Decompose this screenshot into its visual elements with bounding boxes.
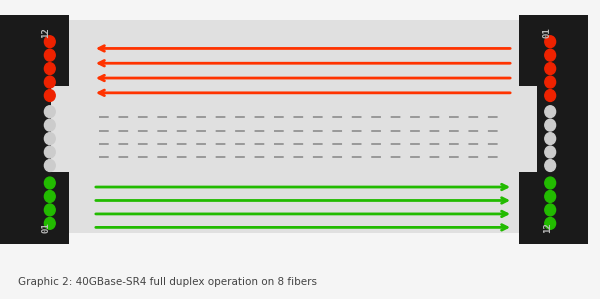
Ellipse shape	[44, 36, 55, 48]
Text: 01: 01	[41, 222, 50, 233]
Ellipse shape	[44, 63, 55, 74]
Ellipse shape	[545, 119, 556, 131]
Bar	[51, 86, 72, 172]
Ellipse shape	[44, 106, 55, 118]
Ellipse shape	[44, 217, 55, 229]
Ellipse shape	[545, 190, 556, 202]
Ellipse shape	[44, 49, 55, 61]
Ellipse shape	[545, 76, 556, 88]
Ellipse shape	[545, 63, 556, 74]
Ellipse shape	[44, 119, 55, 131]
Ellipse shape	[545, 160, 556, 171]
Ellipse shape	[545, 133, 556, 144]
Ellipse shape	[44, 146, 55, 158]
Text: 12: 12	[543, 222, 552, 233]
Text: 12: 12	[41, 27, 50, 38]
Bar	[0, 15, 69, 243]
Text: Graphic 2: 40GBase-SR4 full duplex operation on 8 fibers: Graphic 2: 40GBase-SR4 full duplex opera…	[18, 277, 317, 287]
Ellipse shape	[44, 177, 55, 189]
Ellipse shape	[545, 36, 556, 48]
Ellipse shape	[545, 146, 556, 158]
Ellipse shape	[545, 204, 556, 216]
Bar	[519, 15, 588, 243]
Text: 01: 01	[543, 27, 552, 38]
Ellipse shape	[545, 90, 556, 101]
Bar	[516, 86, 537, 172]
Ellipse shape	[44, 90, 55, 101]
Ellipse shape	[545, 106, 556, 118]
Ellipse shape	[44, 133, 55, 144]
Bar	[69, 20, 531, 233]
Ellipse shape	[44, 190, 55, 202]
Ellipse shape	[545, 217, 556, 229]
Ellipse shape	[44, 160, 55, 171]
Ellipse shape	[44, 204, 55, 216]
Ellipse shape	[545, 177, 556, 189]
Ellipse shape	[545, 49, 556, 61]
Ellipse shape	[44, 76, 55, 88]
